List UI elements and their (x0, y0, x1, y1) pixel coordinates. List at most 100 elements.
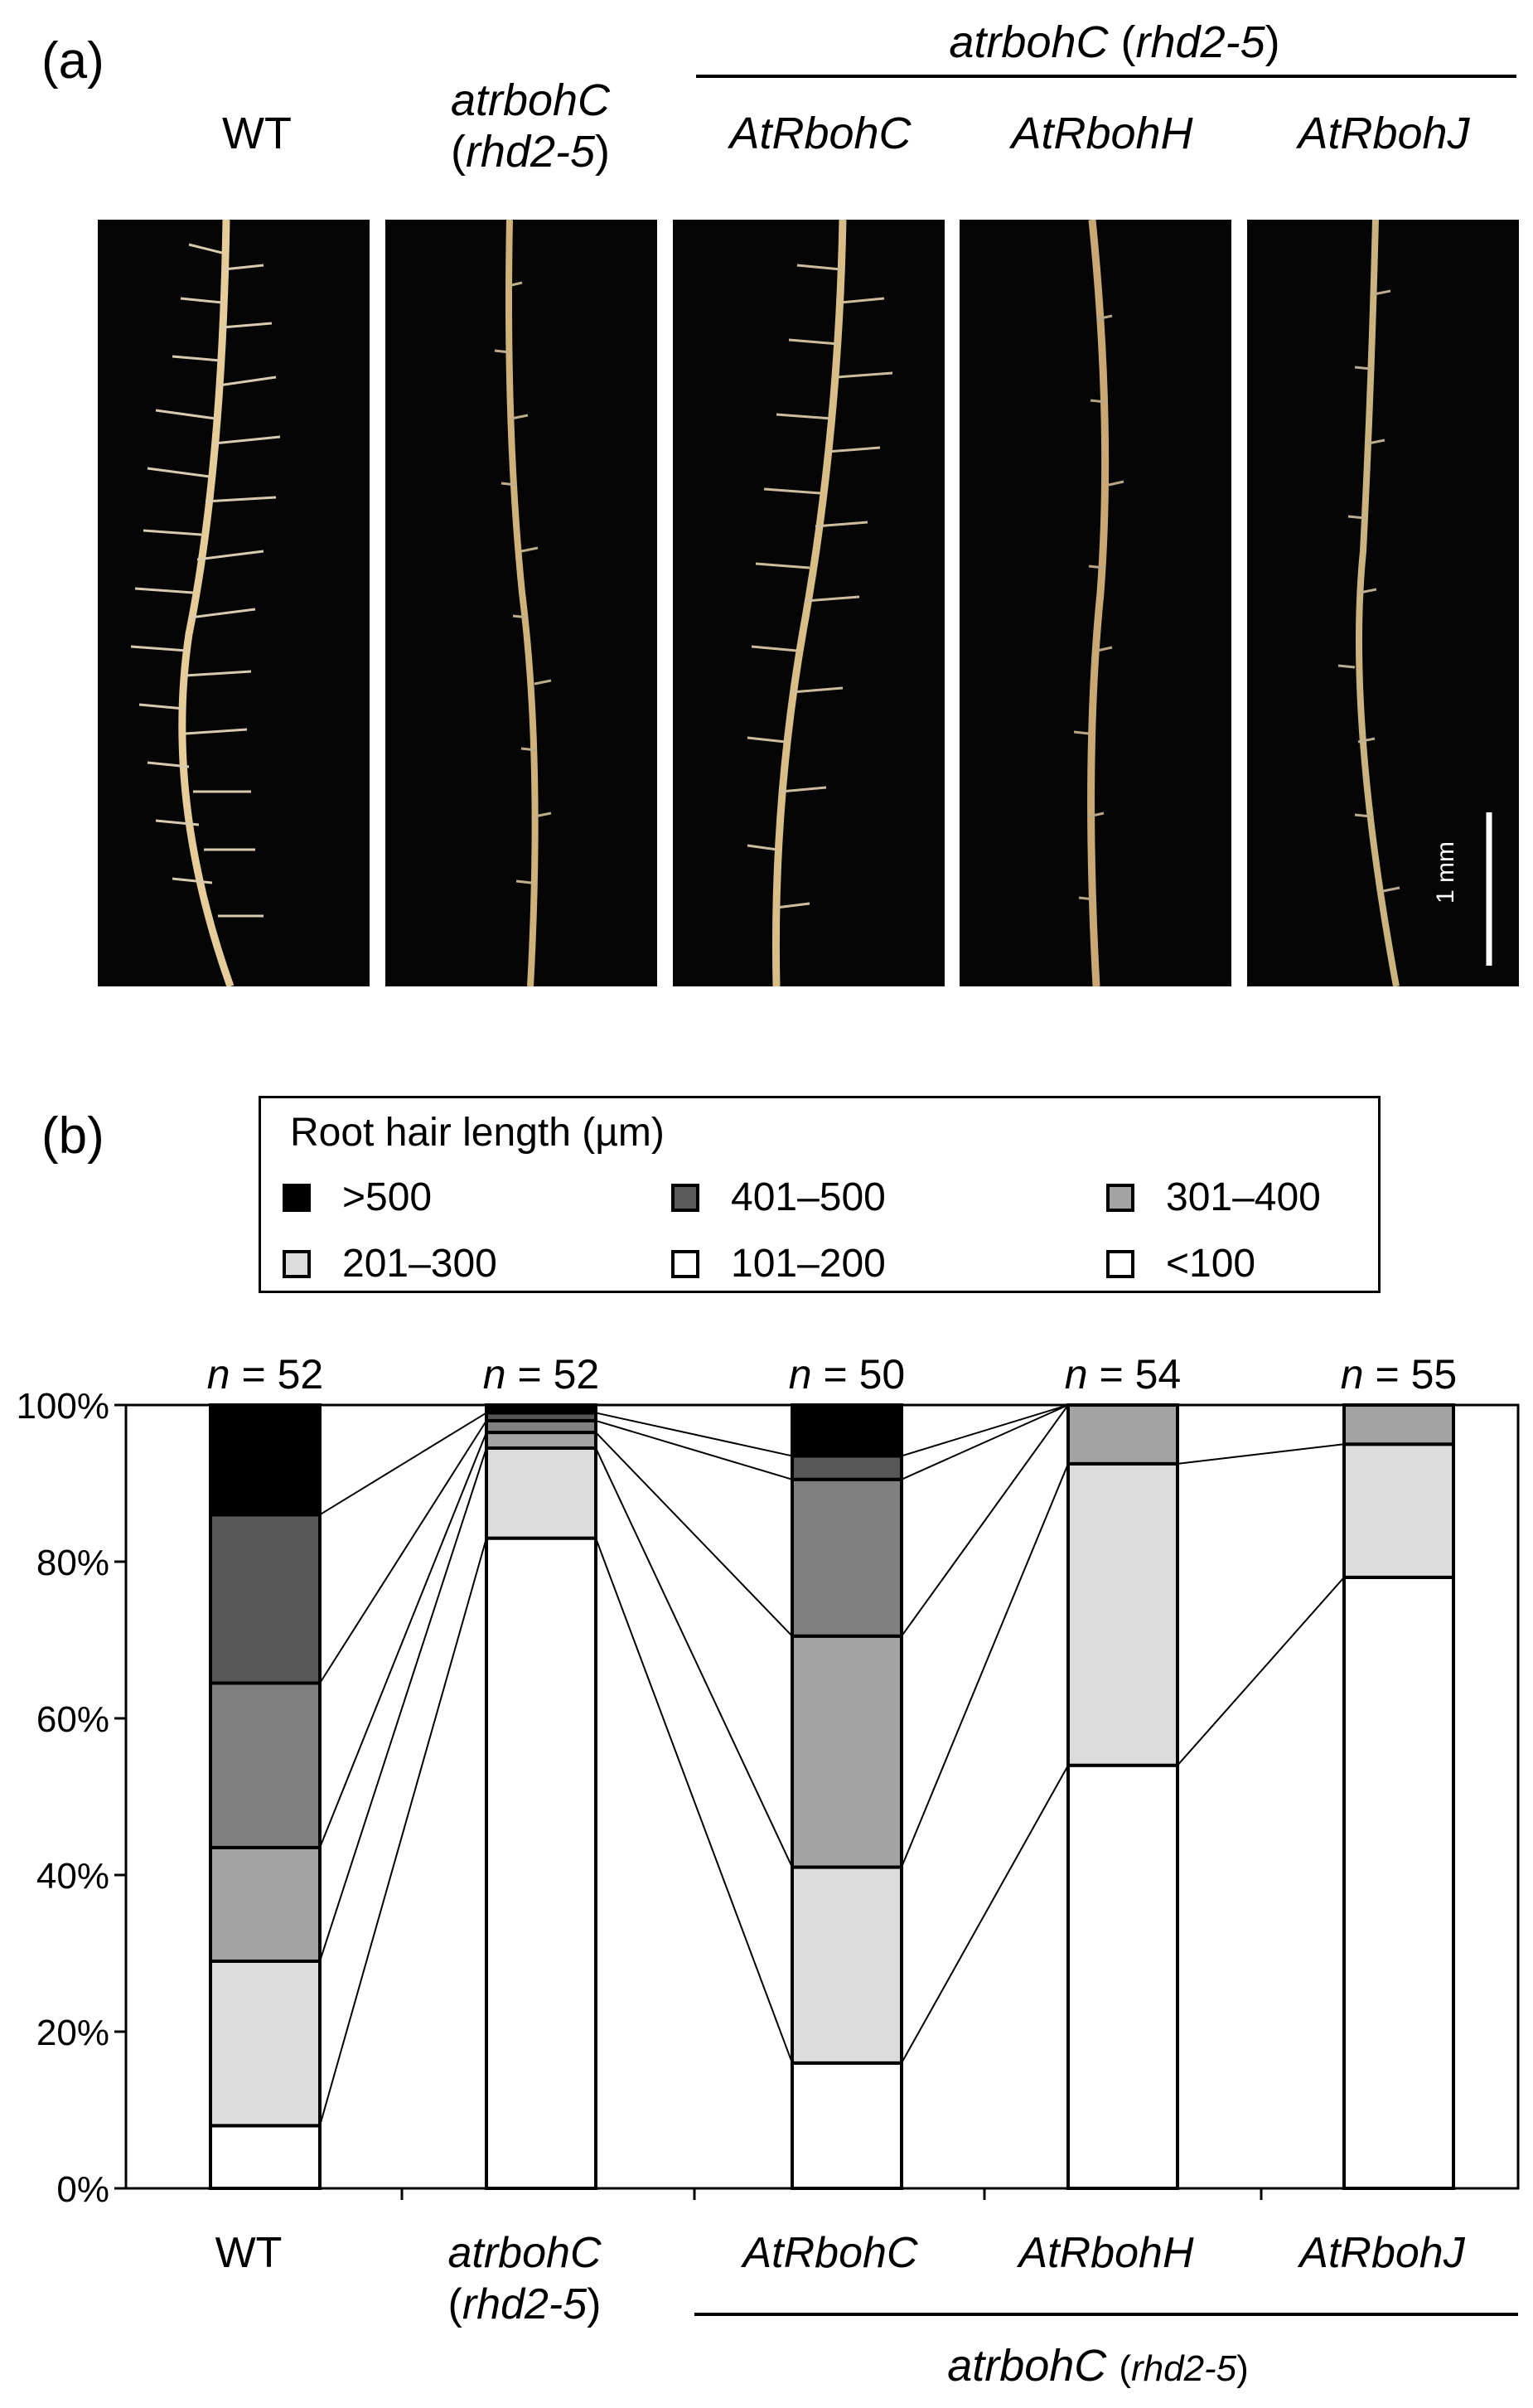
legend-title: Root hair length (µm) (290, 1111, 665, 1155)
bottom-group-label: atrbohC (rhd2-5) (947, 2341, 1249, 2391)
bar-segment (1342, 1442, 1455, 1579)
legend-item-401-500: 401–500 (671, 1175, 886, 1220)
col-header-mutant: atrbohC (rhd2-5) (414, 75, 646, 177)
bar-segment (485, 1418, 597, 1435)
bar-segment (485, 1403, 597, 1415)
connector-line (901, 1463, 1069, 1868)
connector-line (901, 1404, 1069, 1457)
y-tick-label: 0% (56, 2169, 109, 2210)
bar-segment (209, 1403, 322, 1517)
bar-segment (791, 1634, 903, 1869)
mutant-allele: rhd2-5 (465, 127, 596, 177)
stacked-bar-chart: 0% 20% 40% 60% 80% 100% n = 52 n = 52 n = 50 n = … (0, 1326, 1533, 2404)
connector-line (1177, 1577, 1345, 1766)
y-tick-label: 40% (36, 1856, 109, 1897)
bar-segment (209, 2124, 322, 2191)
bar-segment (209, 1845, 322, 1963)
legend-swatch (1106, 1249, 1134, 1278)
legend-swatch (671, 1183, 699, 1212)
bar-segment (1066, 1763, 1179, 2190)
bar-segment (1066, 1403, 1179, 1466)
legend-swatch (283, 1249, 311, 1278)
x-category-label: atrbohC (448, 2229, 602, 2277)
connector-line (595, 1538, 793, 2064)
connector-line (595, 1447, 793, 1868)
root-photo-rbohc (673, 220, 945, 986)
root-photo-wt (98, 220, 370, 986)
bar-segment (209, 1513, 322, 1685)
n-label: n = 50 (789, 1351, 905, 1398)
x-category-label: AtRbohJ (1297, 2229, 1465, 2277)
col-header-rbohc: AtRbohC (729, 109, 912, 158)
connector-line (319, 1432, 487, 1848)
legend-item-gt500: >500 (283, 1175, 432, 1220)
n-label: n = 54 (1065, 1351, 1181, 1398)
legend-swatch (1106, 1183, 1134, 1212)
col-header-mutant-gene: atrbohC (450, 75, 611, 125)
bar-segment (485, 1431, 597, 1450)
root-photo-mutant (385, 220, 657, 986)
n-label: n = 52 (207, 1351, 323, 1398)
connector-line (319, 1420, 487, 1684)
col-header-rbohj: AtRbohJ (1298, 109, 1470, 158)
connector-line (901, 1765, 1069, 2064)
col-header-mutant-allele: (rhd2-5) (450, 127, 611, 177)
panel-b-label: (b) (41, 1107, 104, 1165)
legend-label: 201–300 (342, 1242, 497, 1286)
bar-segment (1342, 1403, 1455, 1446)
top-group-rule (696, 75, 1516, 78)
bar-segment (485, 1446, 597, 1540)
legend-item-201-300: 201–300 (283, 1241, 497, 1286)
top-group-label: atrbohC (rhd2-5) (700, 17, 1529, 68)
panel-a-label: (a) (41, 32, 104, 90)
legend-swatch (671, 1249, 699, 1278)
col-header-wt: WT (222, 109, 292, 158)
legend-item-101-200: 101–200 (671, 1241, 886, 1286)
connector-line (319, 1538, 487, 2126)
legend-label: 301–400 (1166, 1175, 1321, 1219)
connector-line (595, 1419, 793, 1480)
connector-line (1177, 1443, 1345, 1465)
connector-line (595, 1432, 793, 1637)
group-allele-wrap: (rhd2-5) (1120, 17, 1280, 67)
root-photo-rbohh (960, 220, 1231, 986)
legend: Root hair length (µm) >500 401–500 301–4… (259, 1096, 1381, 1293)
connector-line (319, 1412, 487, 1516)
x-category-label: (rhd2-5) (448, 2280, 602, 2328)
bar-segment (791, 1454, 903, 1481)
connector-line (901, 1404, 1069, 1637)
col-header-rbohh: AtRbohH (1011, 109, 1193, 158)
bar-segment (209, 1681, 322, 1849)
x-category-label: AtRbohC (741, 2229, 918, 2277)
root-photo-rbohj (1247, 220, 1519, 986)
bar-segment (791, 2061, 903, 2190)
group-allele: rhd2-5 (1135, 17, 1265, 67)
bar-segment (485, 1536, 597, 2190)
legend-label: 401–500 (731, 1175, 886, 1219)
scale-bar-label: 1 mm (1432, 841, 1459, 904)
legend-label: 101–200 (731, 1242, 886, 1286)
bar-segment (1066, 1461, 1179, 1767)
y-tick-label: 60% (36, 1699, 109, 1740)
y-tick-label: 20% (36, 2013, 109, 2053)
bar-segment (209, 1959, 322, 2128)
connector-line (319, 1447, 487, 1962)
y-tick-label: 80% (36, 1543, 109, 1583)
n-label: n = 55 (1341, 1351, 1457, 1398)
x-category-label: AtRbohH (1017, 2229, 1194, 2277)
y-tick-label: 100% (16, 1386, 109, 1427)
bar-segment (791, 1403, 903, 1458)
legend-item-301-400: 301–400 (1106, 1175, 1321, 1220)
bar-segment (791, 1477, 903, 1638)
bar-segment (791, 1865, 903, 2065)
legend-swatch (283, 1183, 311, 1212)
group-gene: atrbohC (949, 17, 1109, 67)
bar-segment (1342, 1575, 1455, 2190)
legend-label: <100 (1166, 1242, 1256, 1286)
n-label: n = 52 (483, 1351, 599, 1398)
x-category-label: WT (215, 2229, 283, 2277)
legend-item-lt100: <100 (1106, 1241, 1255, 1286)
connector-line (595, 1412, 793, 1457)
legend-label: >500 (342, 1175, 433, 1219)
connector-line (901, 1404, 1069, 1480)
